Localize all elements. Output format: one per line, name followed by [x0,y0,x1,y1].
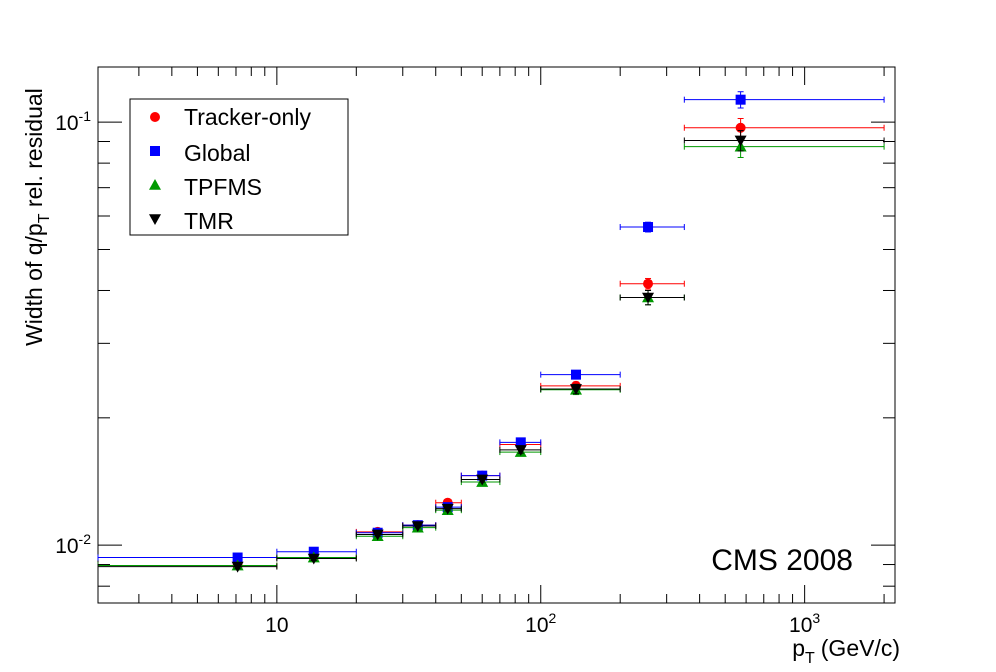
legend-markers [149,112,161,225]
y-axis-title-sub: T [36,213,53,223]
y-tick-label: 10-2 [55,531,91,558]
data-point [411,521,424,533]
data-point [570,369,581,380]
data-point [643,278,654,289]
legend-marker-tracker-only [150,112,160,122]
y-tick-label: 10-1 [55,108,91,135]
axis-ticks [98,67,895,603]
x-axis-title-sub: T [805,650,815,667]
plot-frame [97,66,896,604]
legend-box [129,98,349,236]
y-tick-label-base: 10 [55,112,78,135]
y-axis-title-pre: Width of q/p [21,223,47,346]
y-axis-title-post: rel. residual [21,88,47,213]
x-axis-title-units: (GeV/c) [821,635,900,661]
y-tick-label-exponent: -2 [79,531,92,547]
series-global [97,91,885,563]
legend-marker-tpfms [149,179,161,190]
data-point [476,474,489,486]
data-point [441,503,454,515]
data-point [735,94,746,105]
legend-label-tmr: TMR [184,208,234,234]
data-point [643,222,654,233]
x-axis-title-main: p [792,635,805,661]
data-point [231,561,244,573]
legend: Tracker-only Global TPFMS TMR [129,98,349,236]
series-tmr [97,130,885,573]
data-point [642,292,655,304]
x-tick-label: 102 [525,610,556,637]
legend-label-tracker-only: Tracker-only [184,104,311,130]
data-point [232,552,243,563]
data-point [515,437,526,448]
data-point [307,553,320,565]
y-tick-label-exponent: -1 [79,108,92,124]
data-point [514,445,527,456]
data-point [371,529,384,541]
x-tick-label: 103 [789,610,820,637]
data-series [97,91,885,573]
legend-marker-global [150,146,160,156]
x-axis-title: pT (GeV/c) [792,635,900,667]
x-tick-label-exponent: 3 [812,610,820,626]
annotation-cms-2008: CMS 2008 [711,544,853,577]
x-tick-label-base: 10 [265,614,288,637]
x-tick-label-base: 10 [789,614,812,637]
legend-marker-tmr [149,214,161,225]
y-axis-title: Width of q/pT rel. residual [21,88,53,346]
legend-label-global: Global [184,140,250,166]
data-point [569,384,582,395]
x-tick-label-exponent: 2 [549,610,557,626]
legend-label-tpfms: TPFMS [184,174,262,200]
x-tick-label: 10 [265,614,288,637]
data-point [734,135,747,147]
x-tick-label-base: 10 [525,614,548,637]
y-tick-label-base: 10 [55,535,78,558]
